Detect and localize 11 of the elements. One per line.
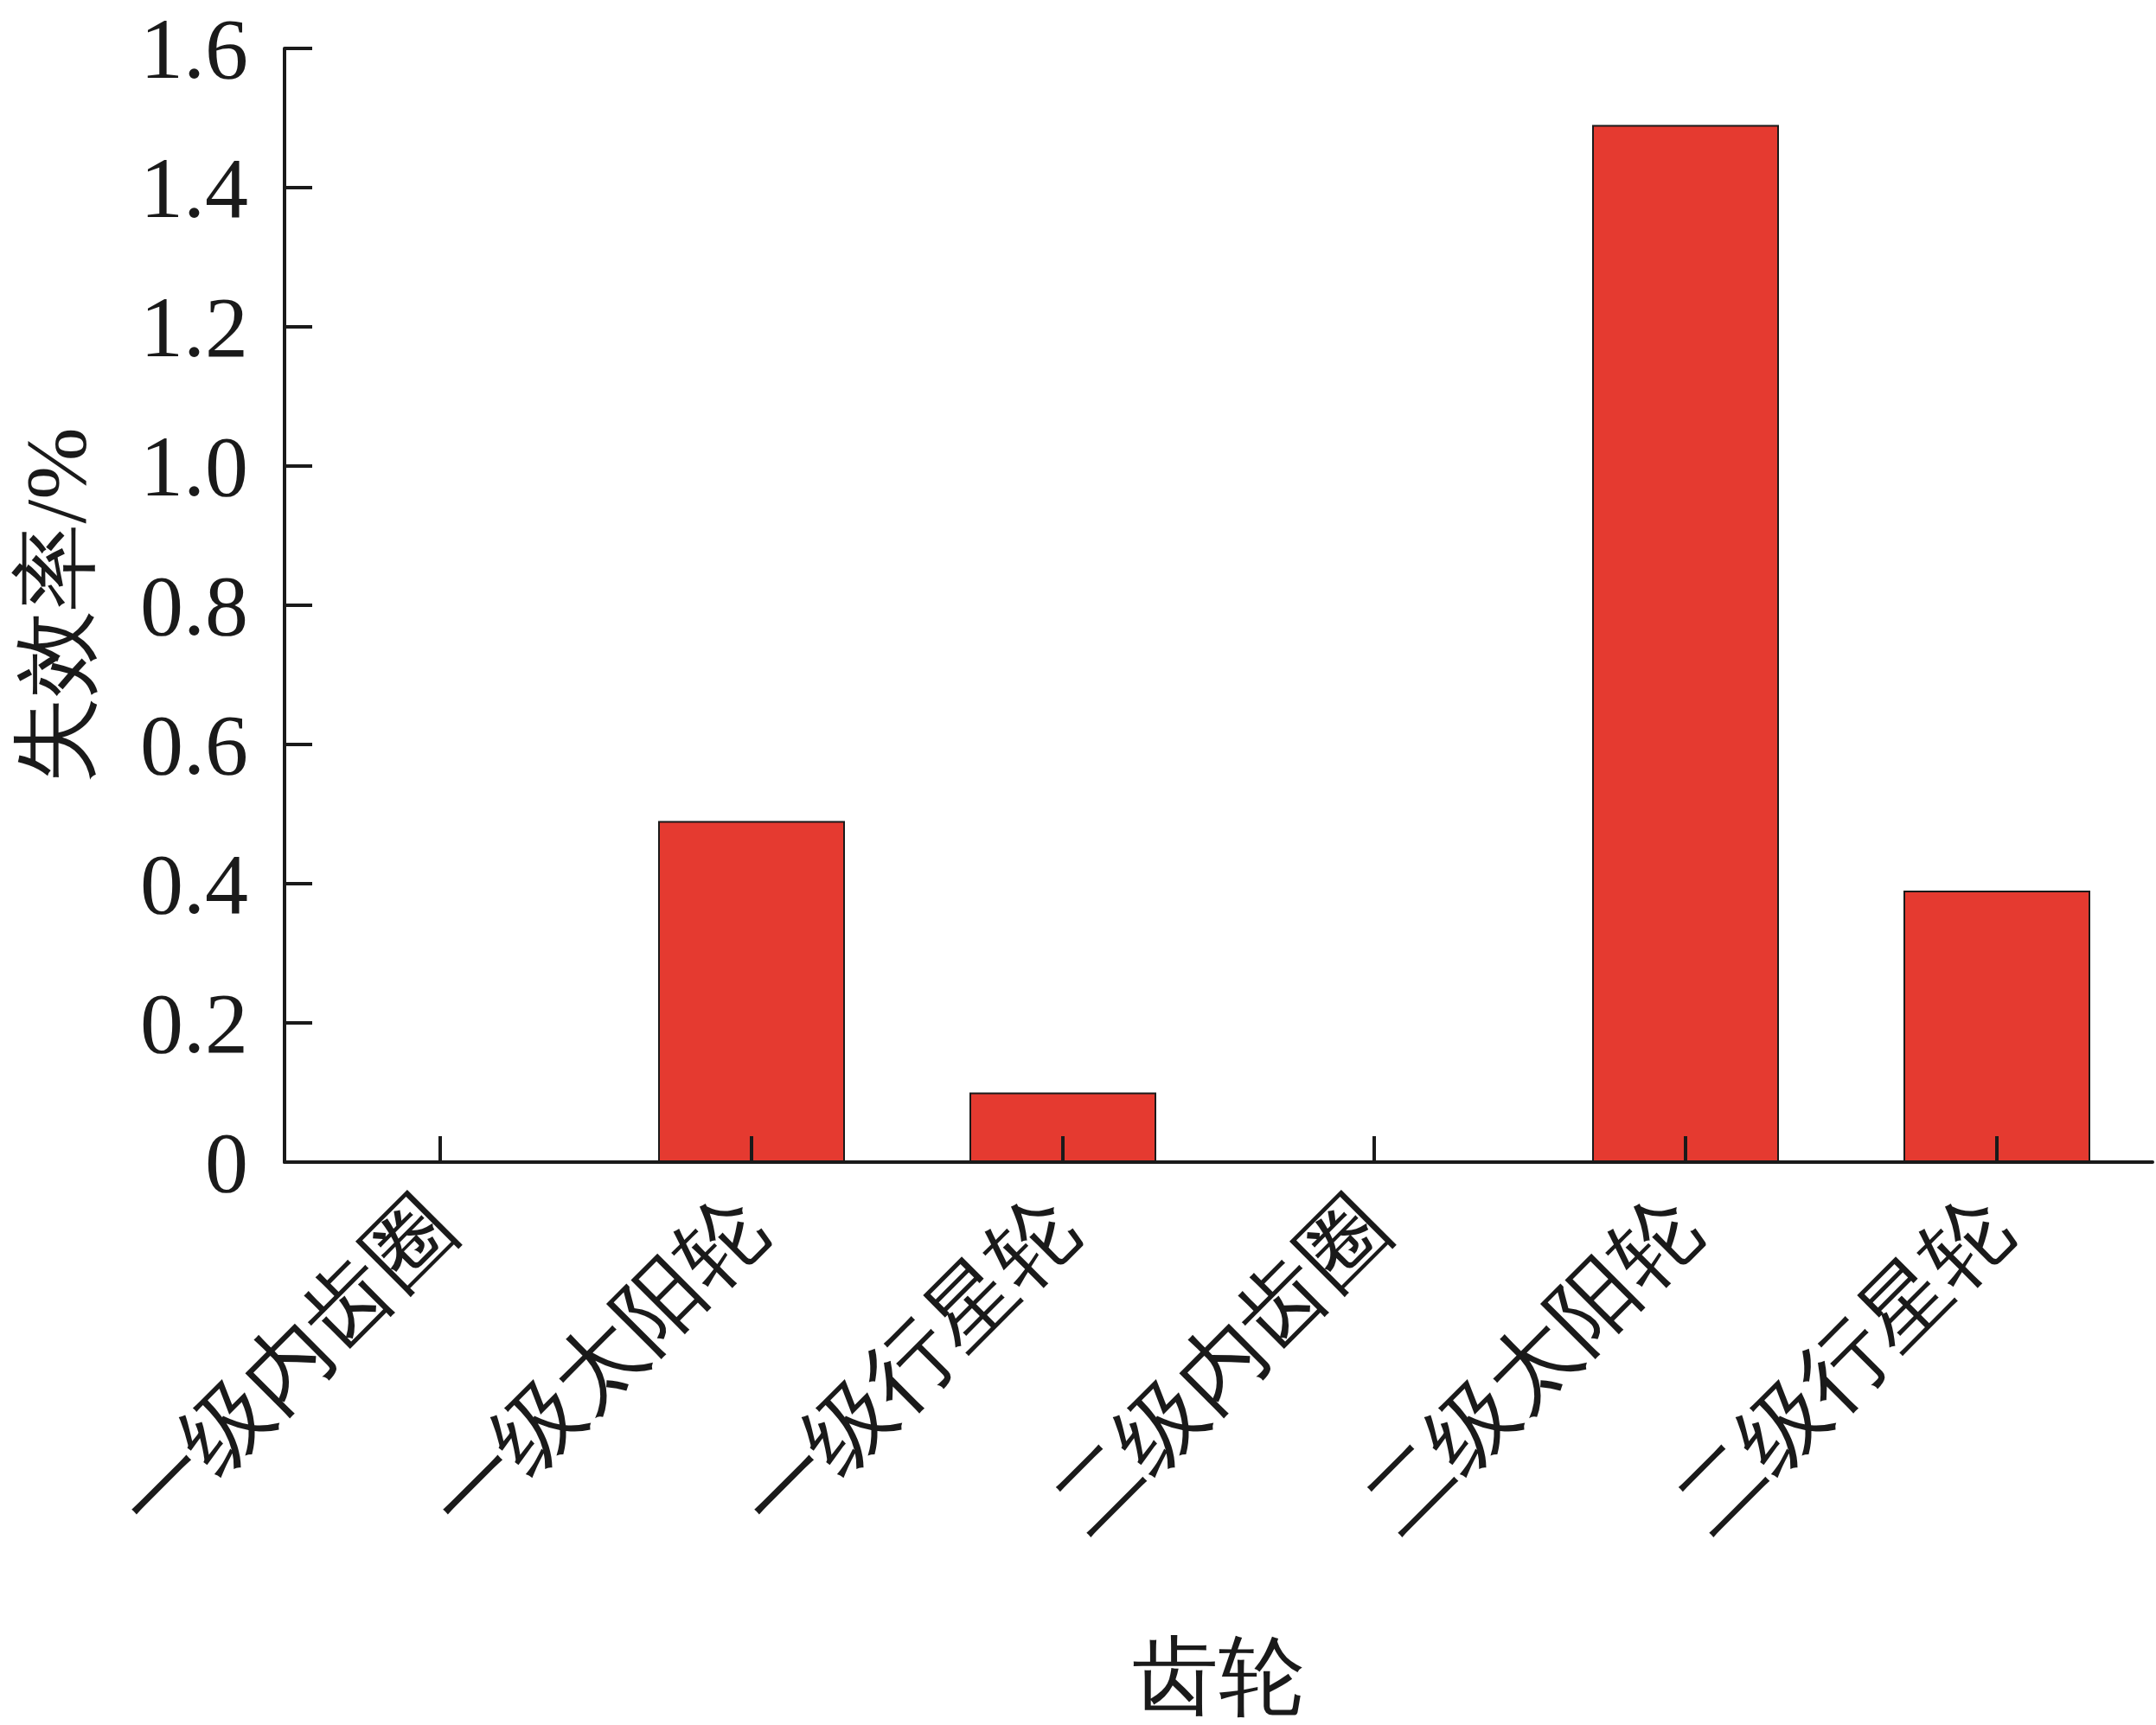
y-axis-title: 失效率/% xyxy=(7,427,104,783)
y-tick-label: 1.2 xyxy=(140,278,248,375)
y-tick-label: 1.6 xyxy=(140,0,248,97)
y-tick-label: 0.2 xyxy=(140,974,248,1071)
y-tick-label: 0.8 xyxy=(140,557,248,654)
y-tick-label: 1.4 xyxy=(140,139,248,236)
y-tick-label: 0 xyxy=(205,1114,248,1211)
y-tick-label: 1.0 xyxy=(140,418,248,514)
x-axis-title: 齿轮 xyxy=(1132,1628,1305,1725)
y-tick-label: 0.6 xyxy=(140,696,248,793)
y-tick-label: 0.4 xyxy=(140,835,248,932)
